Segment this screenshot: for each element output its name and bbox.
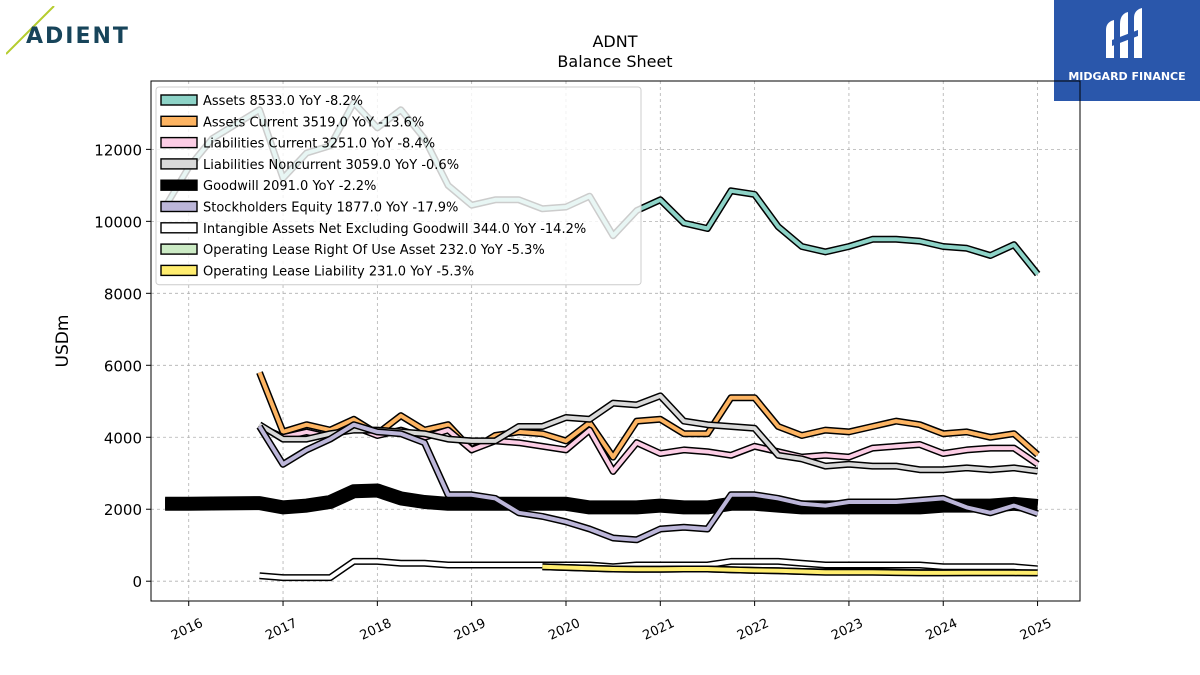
- midgard-finance-logo: MIDGARD FINANCE: [1054, 0, 1200, 101]
- x-tick-label: 2019: [452, 616, 488, 644]
- x-tick-label: 2023: [829, 616, 865, 644]
- adient-logo-text: ADIENT: [26, 24, 130, 49]
- series-line: [542, 564, 1038, 575]
- plot-frame: [150, 80, 1081, 602]
- legend-swatch: [160, 158, 198, 170]
- legend-entry-label: Stockholders Equity 1877.0 YoY -17.9%: [203, 201, 458, 216]
- adient-logo-mark: [5, 5, 55, 55]
- y-tick-label: 6000: [104, 357, 142, 375]
- x-tick-label: 2024: [924, 616, 960, 644]
- legend-swatch: [160, 136, 198, 149]
- series-line: [257, 371, 1039, 460]
- series-operating-lease-liability: [542, 563, 1038, 577]
- chart-subtitle: Balance Sheet: [557, 52, 673, 71]
- y-tick-label: 2000: [104, 501, 142, 519]
- series-stockholders-equity: [256, 421, 1039, 544]
- y-tick-label: 0: [132, 573, 142, 591]
- y-tick-label: 12000: [94, 141, 142, 159]
- legend-entry-label: Goodwill 2091.0 YoY -2.2%: [203, 179, 376, 194]
- x-tick-label: 2022: [735, 616, 771, 644]
- series-layer: [162, 99, 1041, 582]
- y-tick-label: 10000: [94, 213, 142, 231]
- legend-entry-label: Operating Lease Liability 231.0 YoY -5.3…: [203, 264, 474, 279]
- x-tick-label: 2018: [358, 616, 394, 644]
- x-tick-label: 2020: [546, 616, 582, 644]
- legend-swatch: [160, 115, 198, 128]
- y-axis-label: USDm: [53, 315, 73, 368]
- legend-entry-label: Liabilities Noncurrent 3059.0 YoY -0.6%: [203, 158, 459, 173]
- legend: Assets 8533.0 YoY -8.2% Assets Current 35…: [155, 86, 642, 286]
- legend-swatch: [160, 243, 198, 255]
- x-tick-label: 2021: [641, 616, 677, 644]
- legend-entry-label: Assets 8533.0 YoY -8.2%: [203, 94, 363, 109]
- chart-title: ADNT: [592, 32, 638, 51]
- legend-swatch: [160, 264, 198, 277]
- series-line: [165, 485, 1039, 513]
- x-tick-label: 2017: [263, 616, 299, 644]
- legend-box: [155, 86, 642, 286]
- legend-swatch: [160, 179, 198, 191]
- x-tick-label: 2025: [1018, 616, 1054, 644]
- chart-title-block: ADNT Balance Sheet: [465, 32, 765, 72]
- midgard-logo-text: MIDGARD FINANCE: [1068, 70, 1186, 83]
- legend-swatch: [160, 222, 198, 234]
- series-line: [259, 559, 1038, 580]
- series-line: [257, 422, 1039, 542]
- y-tick-label: 8000: [104, 285, 142, 303]
- series-intangible-assets-net-excluding-goodwill: [259, 557, 1038, 582]
- x-tick-label: 2016: [169, 616, 205, 644]
- legend-swatch: [160, 200, 198, 213]
- legend-swatch: [160, 94, 198, 106]
- legend-entry-label: Assets Current 3519.0 YoY -13.6%: [203, 115, 424, 130]
- adient-logo: ADIENT: [5, 5, 146, 58]
- midgard-logo-mark: [1106, 8, 1142, 58]
- legend-entry-label: Operating Lease Right Of Use Asset 232.0…: [203, 243, 545, 258]
- legend-entry-label: Intangible Assets Net Excluding Goodwill…: [203, 222, 586, 237]
- series-assets-current: [256, 371, 1040, 461]
- series-goodwill: [165, 483, 1039, 515]
- y-tick-label: 4000: [104, 429, 142, 447]
- legend-entry-label: Liabilities Current 3251.0 YoY -8.4%: [203, 137, 435, 152]
